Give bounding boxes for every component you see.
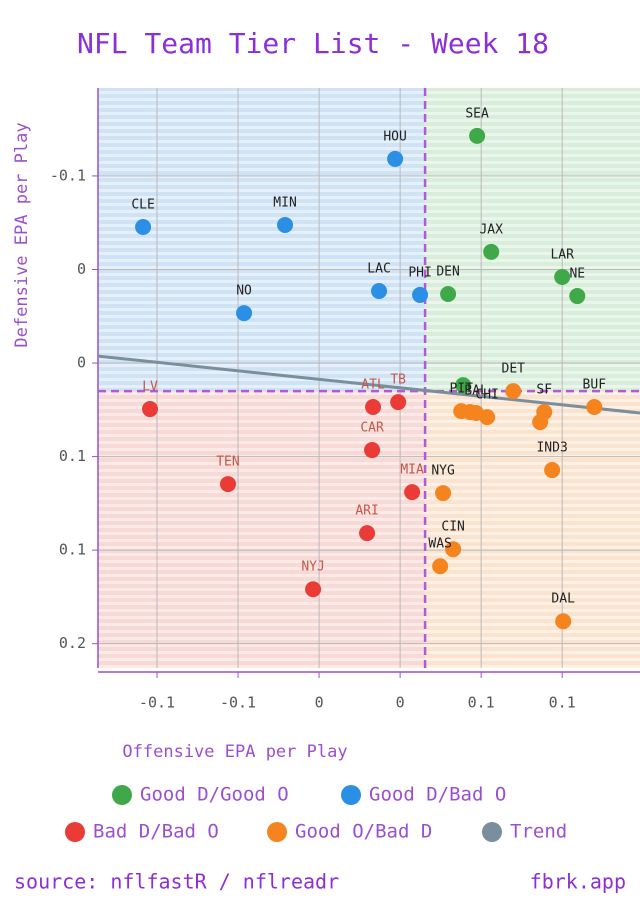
point-label: SEA	[465, 106, 489, 121]
point	[412, 286, 429, 303]
x-tick-label: -0.1	[220, 694, 256, 712]
point	[359, 525, 376, 542]
source: source: nflfastR / nflreadr	[14, 870, 339, 894]
chart-title: NFL Team Tier List - Week 18	[77, 27, 549, 60]
legend-label: Trend	[510, 821, 567, 843]
point-label: BAL	[464, 383, 488, 398]
site: fbrk.app	[530, 870, 626, 894]
point-label: NYJ	[301, 560, 324, 575]
trend-line	[97, 354, 640, 415]
x-tick-label: 0	[315, 694, 324, 712]
point	[483, 243, 500, 260]
y-tick-label: 0.1	[59, 541, 86, 559]
legend-marker	[112, 785, 132, 805]
point-label: NYG	[431, 464, 455, 479]
point	[569, 288, 586, 305]
point-label: PHI	[408, 265, 431, 280]
point	[455, 377, 472, 394]
point-label: JAX	[479, 222, 503, 237]
point-label: WAS	[428, 537, 451, 552]
point-label: MIN	[273, 195, 296, 210]
point	[532, 414, 549, 431]
y-axis-label: Defensive EPA per Play	[12, 122, 32, 347]
point	[142, 401, 159, 418]
point	[387, 150, 404, 167]
point-label: CAR	[360, 421, 384, 436]
point-label: SF	[536, 383, 552, 398]
point	[365, 399, 382, 415]
point-label: CLE	[131, 198, 154, 213]
x-tick-label: 0	[396, 694, 405, 712]
point	[364, 442, 381, 459]
point-label: DAL	[551, 592, 575, 607]
legend-marker	[267, 822, 287, 842]
legend-marker	[65, 822, 85, 842]
point	[277, 216, 294, 233]
point	[440, 285, 457, 302]
point	[219, 476, 236, 493]
point-label: NO	[236, 284, 252, 299]
point	[469, 127, 486, 144]
point-label: ARI	[355, 504, 378, 519]
x-tick-label: -0.1	[139, 694, 175, 712]
point	[135, 219, 152, 236]
point	[236, 305, 253, 322]
legend-label: Good D/Bad O	[369, 784, 506, 806]
point	[432, 558, 449, 575]
point	[554, 268, 571, 285]
point	[390, 394, 407, 411]
point-label: NE	[569, 267, 585, 282]
point	[404, 484, 421, 501]
y-tick-label: 0.1	[59, 447, 86, 465]
legend-marker	[341, 785, 361, 805]
x-axis-label: Offensive EPA per Play	[122, 742, 347, 762]
point-label: HOU	[383, 129, 406, 144]
stripes	[98, 88, 640, 668]
point	[435, 485, 452, 502]
legend-marker	[482, 822, 502, 842]
point	[445, 541, 462, 558]
point-label: TEN	[216, 455, 239, 470]
point-label: IND3	[536, 441, 567, 456]
point	[462, 404, 479, 421]
legend-label: Good D/Good O	[140, 784, 289, 806]
point-label: CHI	[475, 388, 498, 403]
point-label: LAR	[550, 247, 574, 262]
y-tick-label: 0.2	[59, 634, 86, 652]
y-tick-label: 0	[77, 354, 86, 372]
y-tick-label: -0.1	[50, 166, 86, 184]
x-tick-label: 0.1	[549, 694, 576, 712]
point-label: PIT	[449, 382, 473, 397]
point	[544, 462, 561, 479]
point	[555, 613, 572, 630]
legend-label: Bad D/Bad O	[93, 821, 219, 843]
point	[305, 581, 322, 598]
legend-label: Good O/Bad D	[295, 821, 432, 843]
point-label: BUF	[583, 378, 607, 393]
point-label: DET	[502, 362, 526, 377]
x-tick-label: 0.1	[468, 694, 495, 712]
point-label: ATL	[361, 378, 385, 393]
point	[586, 399, 603, 415]
point-label: LAC	[367, 262, 390, 277]
point-label: DEN	[436, 264, 459, 279]
point-label: MIA	[400, 463, 424, 478]
point-label: CIN	[441, 520, 464, 535]
y-tick-label: 0	[77, 260, 86, 278]
point-label: TB	[390, 373, 406, 388]
point	[371, 283, 388, 299]
point-label: LV	[142, 380, 158, 395]
point	[505, 383, 522, 400]
